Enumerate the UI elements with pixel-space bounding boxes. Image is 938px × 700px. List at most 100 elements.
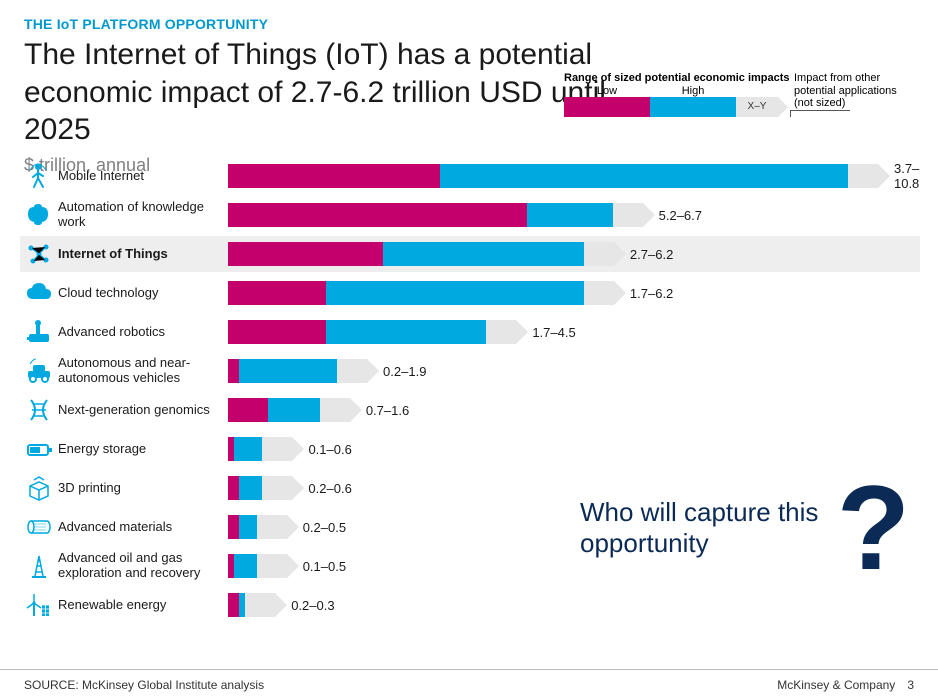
bar-value-label: 0.1–0.6 bbox=[308, 442, 351, 457]
legend-low-label: Low bbox=[564, 85, 650, 97]
bar-chevron bbox=[257, 515, 287, 539]
bar-value-label: 3.7–10.8 bbox=[894, 161, 920, 191]
bar-chevron bbox=[257, 554, 287, 578]
bar-value-label: 1.7–6.2 bbox=[630, 286, 673, 301]
legend-low-swatch bbox=[564, 97, 650, 117]
dna-icon bbox=[20, 393, 58, 427]
bar-cell: 3.7–10.8 bbox=[228, 164, 920, 188]
bar-chevron bbox=[337, 359, 367, 383]
row-label: 3D printing bbox=[58, 481, 228, 496]
bar-low-segment bbox=[228, 515, 239, 539]
rig-icon bbox=[20, 549, 58, 583]
callout: Who will capture this opportunity ? bbox=[580, 480, 910, 576]
chart-row: Next-generation genomics 0.7–1.6 bbox=[20, 392, 920, 428]
bar-value-label: 0.2–0.6 bbox=[308, 481, 351, 496]
legend-impact-text: Impact from other potential applications… bbox=[794, 72, 897, 109]
legend-xy-chevron: X–Y bbox=[736, 97, 778, 117]
bar-cell: 2.7–6.2 bbox=[228, 242, 920, 266]
legend-impact-note: Impact from other potential applications… bbox=[794, 72, 914, 110]
bar-high-segment bbox=[268, 398, 320, 422]
footer-company: McKinsey & Company bbox=[777, 678, 895, 692]
chart-row: Mobile Internet 3.7–10.8 bbox=[20, 158, 920, 194]
brain-icon bbox=[20, 198, 58, 232]
bar-value-label: 0.2–1.9 bbox=[383, 364, 426, 379]
bar-chevron bbox=[584, 281, 614, 305]
bar-cell: 1.7–4.5 bbox=[228, 320, 920, 344]
robot-icon bbox=[20, 315, 58, 349]
bar-chevron bbox=[613, 203, 643, 227]
bar-low-segment bbox=[228, 359, 239, 383]
bar-chevron bbox=[262, 437, 292, 461]
bar-low-segment bbox=[228, 203, 527, 227]
bar-low-segment bbox=[228, 320, 326, 344]
callout-text: Who will capture this opportunity bbox=[580, 497, 831, 559]
printer3d-icon bbox=[20, 471, 58, 505]
bar-low-segment bbox=[228, 476, 239, 500]
bar-value-label: 5.2–6.7 bbox=[659, 208, 702, 223]
row-label: Autonomous and near-autonomous vehicles bbox=[58, 356, 228, 386]
row-label: Cloud technology bbox=[58, 286, 228, 301]
bar-high-segment bbox=[234, 437, 263, 461]
bar-high-segment bbox=[440, 164, 848, 188]
bar-chevron bbox=[245, 593, 275, 617]
callout-question-mark-icon: ? bbox=[837, 480, 910, 576]
bar-chevron bbox=[486, 320, 516, 344]
bar-high-segment bbox=[383, 242, 584, 266]
row-label: Renewable energy bbox=[58, 598, 228, 613]
bar-value-label: 0.2–0.5 bbox=[303, 520, 346, 535]
row-label: Advanced materials bbox=[58, 520, 228, 535]
bar-low-segment bbox=[228, 164, 440, 188]
tube-icon bbox=[20, 510, 58, 544]
bar-chevron bbox=[584, 242, 614, 266]
row-label: Internet of Things bbox=[58, 247, 228, 262]
chart-row: Internet of Things 2.7–6.2 bbox=[20, 236, 920, 272]
row-label: Energy storage bbox=[58, 442, 228, 457]
bar-chevron bbox=[262, 476, 292, 500]
wind-icon bbox=[20, 588, 58, 622]
footer: SOURCE: McKinsey Global Institute analys… bbox=[0, 669, 938, 700]
bar-chevron bbox=[320, 398, 350, 422]
bar-low-segment bbox=[228, 242, 383, 266]
bar-high-segment bbox=[326, 320, 487, 344]
bar-low-segment bbox=[228, 593, 239, 617]
bar-cell: 0.2–1.9 bbox=[228, 359, 920, 383]
network-icon bbox=[20, 237, 58, 271]
bar-high-segment bbox=[326, 281, 584, 305]
chart-row: Cloud technology 1.7–6.2 bbox=[20, 275, 920, 311]
row-label: Mobile Internet bbox=[58, 169, 228, 184]
bar-low-segment bbox=[228, 398, 268, 422]
bar-value-label: 2.7–6.2 bbox=[630, 247, 673, 262]
bar-high-segment bbox=[234, 554, 257, 578]
chart-row: Advanced robotics 1.7–4.5 bbox=[20, 314, 920, 350]
chart-row: Automation of knowledge work 5.2–6.7 bbox=[20, 197, 920, 233]
bar-value-label: 1.7–4.5 bbox=[532, 325, 575, 340]
legend: Range of sized potential economic impact… bbox=[564, 72, 924, 117]
car-icon bbox=[20, 354, 58, 388]
bar-cell: 5.2–6.7 bbox=[228, 203, 920, 227]
footer-source: SOURCE: McKinsey Global Institute analys… bbox=[24, 678, 264, 692]
bar-high-segment bbox=[239, 515, 256, 539]
chart-row: Renewable energy 0.2–0.3 bbox=[20, 587, 920, 623]
bar-value-label: 0.2–0.3 bbox=[291, 598, 334, 613]
row-label: Next-generation genomics bbox=[58, 403, 228, 418]
battery-icon bbox=[20, 432, 58, 466]
bar-cell: 0.7–1.6 bbox=[228, 398, 920, 422]
bar-cell: 0.2–0.3 bbox=[228, 593, 920, 617]
bar-high-segment bbox=[239, 359, 337, 383]
legend-high-swatch bbox=[650, 97, 736, 117]
row-label: Advanced oil and gas exploration and rec… bbox=[58, 551, 228, 581]
cloud-icon bbox=[20, 276, 58, 310]
walker-icon bbox=[20, 159, 58, 193]
bar-high-segment bbox=[239, 476, 262, 500]
row-label: Automation of knowledge work bbox=[58, 200, 228, 230]
chart-row: Energy storage 0.1–0.6 bbox=[20, 431, 920, 467]
bar-value-label: 0.1–0.5 bbox=[303, 559, 346, 574]
bar-cell: 0.1–0.6 bbox=[228, 437, 920, 461]
legend-high-label: High bbox=[650, 85, 736, 97]
footer-page-number: 3 bbox=[907, 678, 914, 692]
bar-high-segment bbox=[527, 203, 613, 227]
bar-value-label: 0.7–1.6 bbox=[366, 403, 409, 418]
bar-chevron bbox=[848, 164, 878, 188]
bar-cell: 1.7–6.2 bbox=[228, 281, 920, 305]
row-label: Advanced robotics bbox=[58, 325, 228, 340]
